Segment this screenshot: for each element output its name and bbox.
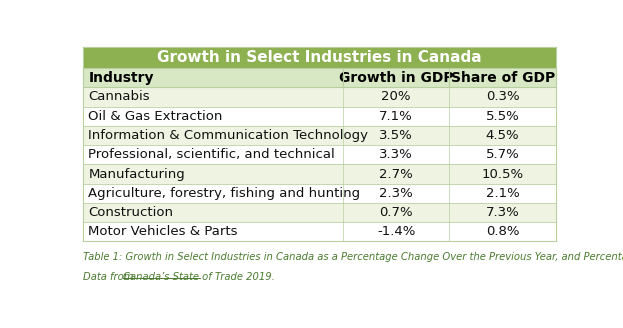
Text: 10.5%: 10.5% [482,168,524,180]
Text: 5.7%: 5.7% [486,148,520,161]
Text: Growth in GDP: Growth in GDP [339,71,454,85]
Text: 5.5%: 5.5% [486,110,520,123]
Bar [83,164,556,184]
Text: Share of GDP: Share of GDP [450,71,554,85]
Text: 20%: 20% [381,91,411,103]
Bar [83,126,556,145]
Text: Table 1: Growth in Select Industries in Canada as a Percentage Change Over the P: Table 1: Growth in Select Industries in … [83,252,623,261]
Bar [83,47,556,69]
Text: Agriculture, forestry, fishing and hunting: Agriculture, forestry, fishing and hunti… [88,187,361,200]
Text: 2.1%: 2.1% [486,187,520,200]
Text: 7.1%: 7.1% [379,110,413,123]
Text: Information & Communication Technology: Information & Communication Technology [88,129,368,142]
Text: Growth in Select Industries in Canada: Growth in Select Industries in Canada [157,50,482,65]
Text: Manufacturing: Manufacturing [88,168,185,180]
Text: 2.7%: 2.7% [379,168,413,180]
Bar [83,69,556,87]
Text: -1.4%: -1.4% [377,225,416,238]
Text: Professional, scientific, and technical: Professional, scientific, and technical [88,148,335,161]
Text: Canada’s State of Trade 2019.: Canada’s State of Trade 2019. [123,272,275,282]
Text: Industry: Industry [88,71,154,85]
Bar [83,87,556,107]
Text: 0.3%: 0.3% [486,91,520,103]
Text: 4.5%: 4.5% [486,129,520,142]
Bar [83,222,556,241]
Text: 0.7%: 0.7% [379,206,413,219]
Bar [83,203,556,222]
Bar [83,145,556,164]
Text: 7.3%: 7.3% [486,206,520,219]
Text: 0.8%: 0.8% [486,225,520,238]
Text: Oil & Gas Extraction: Oil & Gas Extraction [88,110,223,123]
Text: 2.3%: 2.3% [379,187,413,200]
Text: 3.5%: 3.5% [379,129,413,142]
Text: Construction: Construction [88,206,173,219]
Text: Motor Vehicles & Parts: Motor Vehicles & Parts [88,225,238,238]
Text: 3.3%: 3.3% [379,148,413,161]
Bar [83,184,556,203]
Text: Data from: Data from [83,272,136,282]
Text: Cannabis: Cannabis [88,91,150,103]
Bar [83,107,556,126]
